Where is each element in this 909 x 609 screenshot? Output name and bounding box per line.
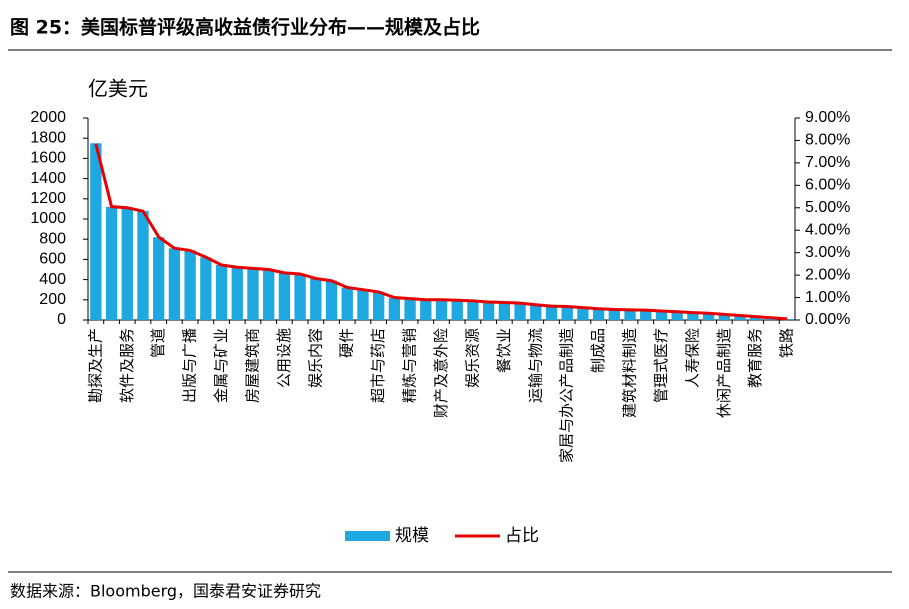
bar: [388, 297, 401, 320]
x-tick-label: 勘探及生产: [86, 328, 104, 403]
x-tick-label: 管道: [149, 328, 167, 358]
y-tick-label: 800: [39, 230, 66, 247]
y2-tick-label: 2.00%: [805, 266, 850, 283]
bar: [263, 269, 275, 320]
chart-title: 图 25：美国标普评级高收益债行业分布——规模及占比: [10, 16, 480, 39]
bar: [200, 257, 212, 320]
bar: [640, 310, 652, 320]
x-tick-label: 财产及意外险: [432, 328, 450, 418]
bar: [310, 278, 322, 320]
bar: [341, 287, 353, 320]
bar: [467, 300, 479, 320]
y-tick-label: 1800: [30, 129, 66, 146]
x-tick-label: 娱乐资源: [463, 328, 481, 388]
bar: [702, 313, 715, 320]
bar: [168, 248, 181, 320]
x-tick-label: 铁路: [778, 328, 796, 358]
bar: [105, 206, 118, 320]
x-tick-label: 娱乐内容: [306, 328, 324, 388]
x-tick-label: 金属与矿业: [212, 328, 230, 403]
x-tick-label: 教育服务: [746, 328, 764, 388]
bar: [592, 308, 605, 320]
x-tick-label: 建筑材料制造: [621, 328, 639, 418]
bar: [530, 304, 542, 320]
bar: [278, 273, 291, 320]
y2-tick-label: 6.00%: [805, 177, 850, 194]
y2-tick-label: 0.00%: [805, 311, 850, 328]
y2-tick-label: 4.00%: [805, 221, 850, 238]
bar: [435, 299, 448, 320]
bar: [608, 309, 620, 320]
y-tick-label: 1200: [30, 190, 66, 207]
y2-tick-label: 1.00%: [805, 289, 850, 306]
bar: [781, 318, 793, 320]
x-tick-label: 公用设施: [275, 328, 293, 388]
bar: [734, 315, 746, 320]
x-tick-label: 硬件: [338, 328, 356, 358]
bar: [294, 274, 306, 320]
bar: [231, 267, 243, 320]
bar: [750, 316, 762, 320]
y-tick-label: 0: [57, 311, 66, 328]
bar: [153, 237, 165, 320]
x-tick-label: 超市与药店: [369, 328, 387, 403]
y2-tick-label: 7.00%: [805, 154, 850, 171]
x-tick-label: 出版与广播: [181, 328, 199, 403]
y2-tick-label: 9.00%: [805, 109, 850, 126]
bar: [687, 312, 699, 320]
bar: [325, 280, 338, 320]
bar: [655, 310, 668, 320]
bar: [90, 143, 102, 320]
y2-tick-label: 3.00%: [805, 244, 850, 261]
y2-tick-label: 5.00%: [805, 199, 850, 216]
legend-label: 占比: [505, 526, 539, 546]
bar: [357, 289, 369, 320]
x-tick-label: 人寿保险: [683, 328, 701, 388]
bar: [577, 307, 589, 320]
bar: [545, 305, 558, 320]
bar: [514, 303, 526, 320]
bar: [137, 210, 149, 320]
line: [94, 143, 788, 321]
y-tick-label: 1000: [30, 210, 66, 227]
x-tick-label: 精炼与营销: [401, 328, 419, 403]
bar: [184, 250, 196, 320]
bar: [624, 309, 636, 320]
bar: [247, 268, 259, 320]
legend-swatch: [345, 531, 390, 541]
y-tick-label: 600: [39, 251, 66, 268]
y-tick-label: 200: [39, 291, 66, 308]
y-tick-label: 400: [39, 271, 66, 288]
bar: [215, 264, 228, 320]
bar: [372, 291, 385, 320]
y-tick-label: 1400: [30, 170, 66, 187]
bar: [498, 302, 511, 320]
x-tick-label: 制成品: [589, 328, 607, 373]
x-tick-label: 房屋建筑商: [243, 328, 261, 403]
bar: [718, 314, 730, 320]
y-axis-label: 亿美元: [88, 77, 148, 101]
x-tick-label: 餐饮业: [495, 328, 513, 373]
bar: [121, 207, 133, 320]
bar: [404, 298, 416, 320]
bar: [482, 301, 495, 320]
bar: [561, 306, 573, 320]
y2-tick-label: 8.00%: [805, 132, 850, 149]
x-tick-label: 管理式医疗: [652, 328, 670, 403]
x-tick-label: 休闲产品制造: [715, 328, 733, 418]
x-tick-label: 运输与物流: [526, 328, 544, 403]
source: 数据来源：Bloomberg，国泰君安证券研究: [10, 582, 321, 601]
x-tick-label: 家居与办公产品制造: [558, 328, 576, 463]
y-tick-label: 1600: [30, 150, 66, 167]
bar: [451, 300, 463, 320]
y-tick-label: 2000: [30, 109, 66, 126]
bar: [671, 311, 683, 320]
bar: [420, 299, 432, 320]
x-tick-label: 软件及服务: [118, 328, 136, 403]
legend-label: 规模: [395, 526, 429, 546]
